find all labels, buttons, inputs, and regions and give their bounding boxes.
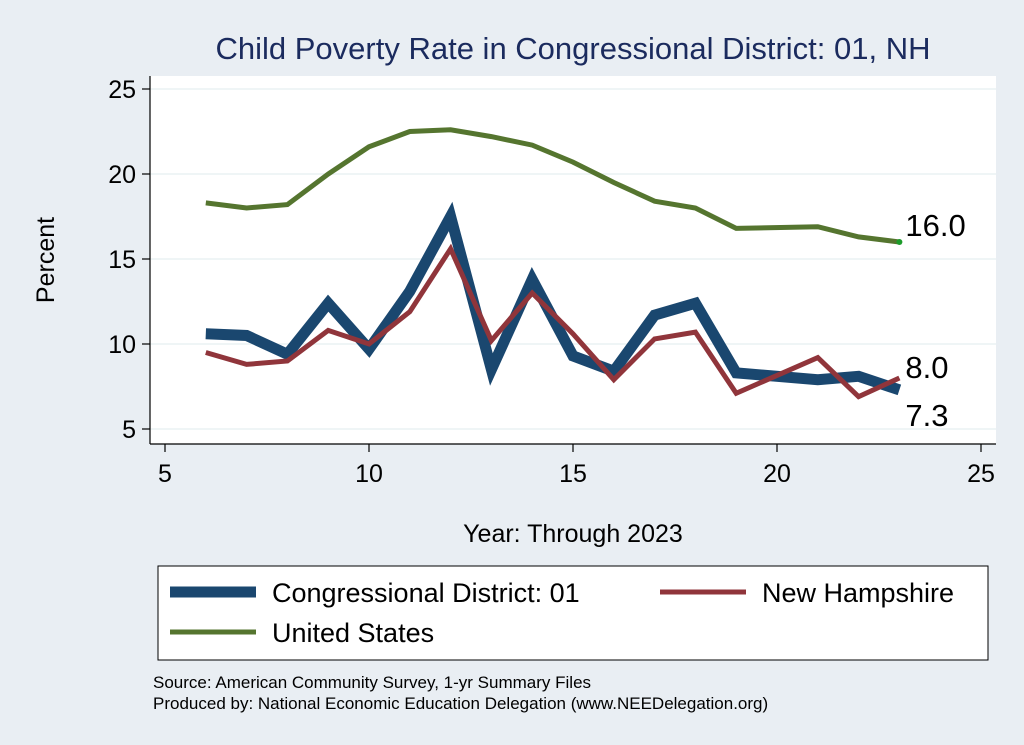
legend-label-congressional-district: Congressional District: 01 [272, 578, 580, 608]
legend-label-new-hampshire: New Hampshire [762, 578, 954, 608]
plot-region [150, 76, 996, 444]
legend: Congressional District: 01 New Hampshire… [157, 565, 989, 661]
end-labels: 7.3 8.0 16.0 [905, 208, 965, 433]
x-tick-label: 25 [967, 460, 995, 488]
x-tick-label: 5 [158, 460, 172, 488]
legend-box [157, 565, 989, 661]
end-point-united-states [896, 239, 903, 245]
x-tick-label: 20 [763, 460, 791, 488]
end-label-congressional-district: 7.3 [905, 398, 948, 433]
x-tick-label: 15 [559, 460, 587, 488]
y-tick-label: 20 [108, 161, 136, 189]
legend-label-united-states: United States [272, 618, 434, 648]
y-axis-label: Percent [32, 217, 60, 303]
x-axis-label: Year: Through 2023 [463, 520, 683, 548]
y-tick-label: 10 [108, 331, 136, 359]
produced-by-note: Produced by: National Economic Education… [153, 694, 768, 713]
y-tick-label: 15 [108, 246, 136, 274]
source-note: Source: American Community Survey, 1-yr … [153, 673, 591, 692]
end-label-united-states: 16.0 [905, 208, 965, 243]
y-tick-label: 25 [108, 76, 136, 104]
x-tick-label: 10 [355, 460, 383, 488]
x-ticks: 5 10 15 20 25 [158, 444, 995, 488]
series-line-united-states [205, 127, 900, 245]
chart-title: Child Poverty Rate in Congressional Dist… [216, 31, 931, 66]
series-lines [205, 127, 903, 400]
y-tick-label: 5 [122, 416, 136, 444]
series-line-new-hampshire [205, 243, 901, 400]
end-label-new-hampshire: 8.0 [905, 350, 948, 385]
series-line-congressional-district [205, 201, 902, 396]
y-ticks: 5 10 15 20 25 [108, 76, 150, 444]
